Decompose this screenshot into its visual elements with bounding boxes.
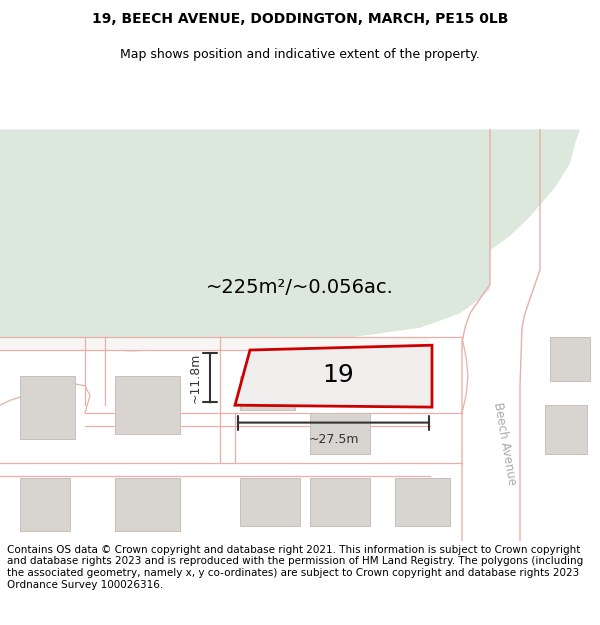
Polygon shape bbox=[0, 338, 430, 350]
Text: Map shows position and indicative extent of the property.: Map shows position and indicative extent… bbox=[120, 48, 480, 61]
Text: ~27.5m: ~27.5m bbox=[308, 432, 359, 446]
Text: ~225m²/~0.056ac.: ~225m²/~0.056ac. bbox=[206, 278, 394, 297]
Text: ~11.8m: ~11.8m bbox=[189, 352, 202, 402]
Bar bbox=[310, 413, 370, 454]
Bar bbox=[20, 376, 75, 439]
Bar bbox=[310, 478, 370, 526]
Bar bbox=[20, 478, 70, 531]
Bar bbox=[545, 405, 587, 454]
Bar bbox=[240, 376, 295, 410]
Polygon shape bbox=[235, 345, 432, 407]
Bar bbox=[550, 338, 590, 381]
Bar bbox=[395, 478, 450, 526]
Polygon shape bbox=[490, 129, 580, 251]
Bar bbox=[240, 478, 300, 526]
Text: Contains OS data © Crown copyright and database right 2021. This information is : Contains OS data © Crown copyright and d… bbox=[7, 545, 583, 589]
Text: 19, BEECH AVENUE, DODDINGTON, MARCH, PE15 0LB: 19, BEECH AVENUE, DODDINGTON, MARCH, PE1… bbox=[92, 12, 508, 26]
Polygon shape bbox=[0, 129, 490, 352]
Text: Beech Avenue: Beech Avenue bbox=[491, 401, 518, 486]
Bar bbox=[115, 376, 180, 434]
Text: 19: 19 bbox=[323, 363, 355, 388]
Bar bbox=[115, 478, 180, 531]
